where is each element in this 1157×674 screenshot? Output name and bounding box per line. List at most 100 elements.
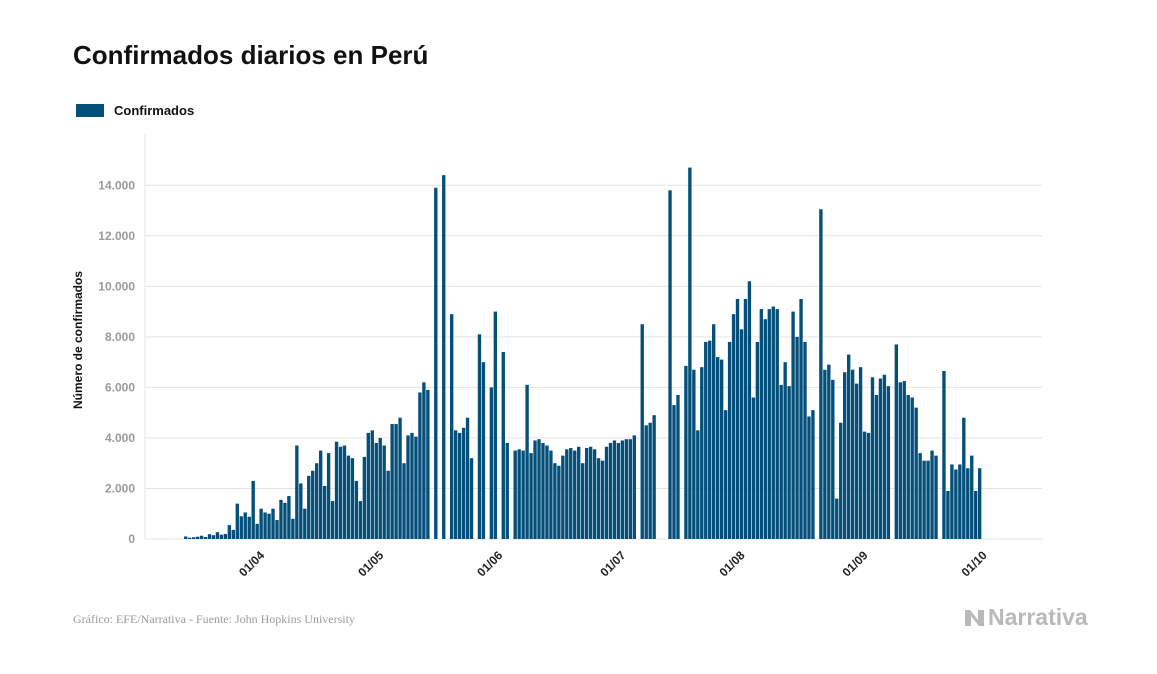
bar (549, 450, 553, 539)
bar (414, 436, 418, 539)
bar (854, 383, 859, 539)
bar (588, 446, 593, 539)
bar (513, 450, 517, 539)
bar (453, 430, 458, 539)
bar (553, 463, 557, 539)
bar (191, 537, 196, 539)
bar (565, 449, 569, 539)
bar (521, 450, 525, 539)
bar (322, 485, 327, 539)
bar (311, 470, 315, 539)
bar (584, 448, 589, 539)
bar (628, 439, 633, 539)
bar (184, 536, 188, 539)
bar (850, 369, 855, 539)
bar (410, 432, 414, 539)
bar (330, 501, 335, 539)
bar (902, 381, 906, 539)
bar (803, 341, 807, 539)
bar (878, 378, 883, 539)
y-tick-label: 6.000 (105, 380, 135, 394)
legend-label: Confirmados (114, 103, 195, 118)
bar (914, 407, 918, 539)
bar (723, 410, 728, 539)
bar (299, 483, 303, 539)
brand-logo: Narrativa (964, 604, 1088, 631)
y-tick-label: 12.000 (98, 229, 135, 243)
bar (771, 306, 775, 539)
bar (767, 309, 771, 539)
bar (247, 516, 251, 539)
bar (719, 359, 724, 539)
bar (775, 309, 779, 539)
bar (608, 442, 613, 539)
bar (918, 453, 922, 539)
bars (184, 167, 982, 540)
bar (739, 329, 744, 539)
bar (751, 397, 756, 539)
bar (402, 463, 406, 539)
y-tick-label: 4.000 (105, 431, 135, 445)
bar (374, 442, 378, 539)
bar (823, 369, 827, 539)
bar (338, 446, 343, 539)
bar (898, 382, 902, 539)
bar (255, 523, 259, 539)
bar (203, 536, 208, 539)
bar (910, 397, 914, 539)
bar (624, 439, 629, 539)
bar (259, 508, 263, 539)
bar (700, 367, 704, 539)
bar (882, 374, 887, 539)
bar (688, 167, 692, 539)
y-tick-label: 14.000 (98, 178, 135, 192)
bar (843, 372, 847, 539)
bar (708, 340, 712, 539)
bar (537, 439, 541, 539)
bar (533, 440, 537, 539)
y-tick-label: 2.000 (105, 481, 135, 495)
bar (704, 341, 708, 539)
bar (569, 448, 573, 539)
chart-title: Confirmados diarios en Perú (73, 40, 429, 70)
bar (211, 535, 216, 539)
bar (449, 314, 454, 539)
bar (831, 379, 835, 539)
bar (263, 512, 267, 539)
bar (819, 209, 823, 539)
bar (727, 341, 732, 539)
bar (346, 455, 351, 539)
source-note: Gráfico: EFE/Narrativa - Fuente: John Ho… (73, 612, 355, 626)
bar (362, 456, 367, 539)
bar (755, 341, 760, 539)
bar (644, 425, 648, 539)
bar (858, 367, 863, 539)
narrativa-logo-icon (965, 609, 984, 626)
bar (835, 498, 839, 539)
bar (612, 440, 617, 539)
bar (934, 455, 938, 539)
bar (525, 384, 529, 539)
bar (406, 435, 410, 539)
bar (811, 410, 815, 539)
bar (235, 503, 239, 539)
bar (358, 501, 363, 539)
bar (477, 334, 482, 539)
bar (529, 453, 533, 539)
bar (295, 445, 299, 539)
bar (501, 352, 505, 539)
legend: Confirmados (76, 103, 194, 118)
bar (223, 533, 228, 539)
bar (839, 422, 843, 539)
brand-name: Narrativa (988, 604, 1088, 630)
bar (461, 427, 466, 539)
bar (926, 460, 930, 539)
x-tick-label: 01/09 (840, 548, 871, 579)
bar (219, 534, 224, 539)
bar (735, 298, 740, 539)
bar (517, 449, 521, 539)
bar (315, 463, 319, 539)
bar (227, 525, 232, 539)
bar (696, 430, 700, 539)
